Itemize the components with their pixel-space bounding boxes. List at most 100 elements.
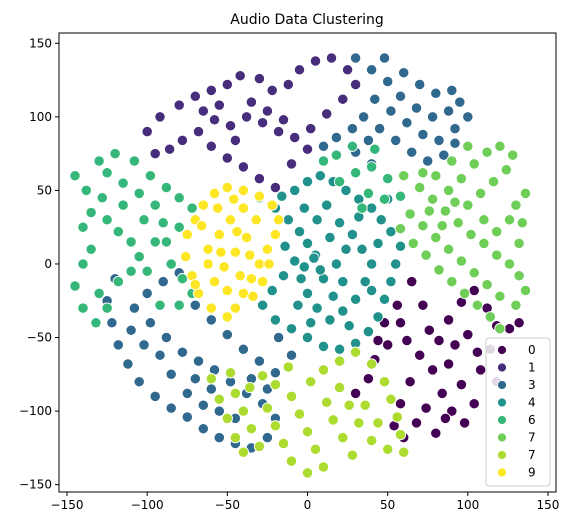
point-series-3-2-8 bbox=[181, 411, 193, 423]
point-series-6-4-27 bbox=[173, 221, 185, 233]
point-series-1-1-3 bbox=[173, 99, 185, 111]
point-series-4-3-52 bbox=[365, 284, 378, 297]
point-series-9-7-40 bbox=[189, 278, 201, 291]
point-series-1-1-26 bbox=[176, 134, 189, 147]
point-series-7-5-8 bbox=[503, 258, 516, 270]
point-series-1-1-15 bbox=[349, 78, 362, 91]
point-series-0-0-5 bbox=[362, 373, 375, 385]
point-series-7-5-4 bbox=[452, 217, 464, 229]
point-series-3-2-75 bbox=[346, 122, 359, 135]
point-series-9-7-35 bbox=[212, 202, 224, 214]
point-series-7-5-52 bbox=[423, 205, 435, 217]
point-series-7-6-23 bbox=[365, 358, 378, 370]
point-series-4-3-46 bbox=[324, 231, 336, 244]
point-series-9-7-26 bbox=[229, 246, 242, 258]
point-series-3-2-22 bbox=[144, 317, 157, 329]
point-series-6-4-34 bbox=[125, 265, 137, 277]
point-series-3-2-52 bbox=[426, 111, 439, 123]
x-tick-label: −150 bbox=[51, 498, 84, 512]
point-series-7-5-16 bbox=[442, 243, 455, 255]
point-series-7-6-3 bbox=[229, 431, 242, 444]
point-series-3-2-67 bbox=[438, 149, 450, 161]
legend: 0 1 3 4 6 7 7 9 bbox=[485, 337, 551, 487]
point-series-3-2-47 bbox=[349, 52, 362, 64]
point-series-6-4-33 bbox=[154, 299, 166, 311]
point-series-7-5-22 bbox=[420, 249, 432, 261]
point-series-3-2-54 bbox=[454, 96, 466, 108]
point-series-1-1-2 bbox=[154, 111, 166, 123]
point-series-4-3-6 bbox=[289, 255, 301, 267]
point-series-6-4-2 bbox=[77, 302, 89, 314]
point-series-3-2-23 bbox=[128, 302, 141, 314]
point-series-1-1-37 bbox=[277, 114, 290, 126]
point-series-7-5-15 bbox=[455, 255, 468, 267]
point-series-9-7-16 bbox=[205, 302, 217, 314]
point-series-6-4-35 bbox=[112, 275, 124, 288]
point-series-3-2-76 bbox=[330, 131, 343, 144]
point-series-4-3-35 bbox=[365, 258, 378, 270]
point-series-9-7-14 bbox=[229, 302, 242, 314]
point-series-7-6-11 bbox=[293, 408, 306, 420]
point-series-3-2-2 bbox=[106, 317, 118, 329]
point-series-6-4-37 bbox=[80, 184, 92, 197]
point-series-3-2-5 bbox=[133, 376, 145, 388]
point-series-9-7-39 bbox=[215, 246, 227, 258]
point-series-4-3-9 bbox=[256, 299, 269, 311]
point-series-7-6-15 bbox=[301, 467, 314, 479]
point-series-7-6-35 bbox=[337, 431, 349, 444]
point-series-9-7-38 bbox=[244, 249, 256, 261]
point-series-6-4-18 bbox=[117, 177, 129, 189]
point-series-9-7-0 bbox=[181, 228, 193, 241]
x-tick-label: 0 bbox=[304, 498, 312, 512]
point-series-3-2-60 bbox=[385, 105, 397, 117]
point-series-3-2-48 bbox=[365, 64, 378, 76]
point-series-1-1-16 bbox=[337, 93, 349, 105]
point-series-6-4-28 bbox=[160, 236, 173, 248]
point-series-9-7-19 bbox=[180, 250, 192, 263]
point-series-4-3-44 bbox=[330, 258, 343, 270]
point-series-7-6-16 bbox=[285, 455, 298, 467]
point-series-1-1-8 bbox=[253, 72, 266, 85]
point-series-7-6-30 bbox=[353, 417, 365, 429]
point-series-7-5-35 bbox=[481, 146, 493, 158]
point-series-3-2-43 bbox=[205, 383, 217, 395]
point-series-1-1-0 bbox=[149, 147, 161, 160]
point-series-9-7-5 bbox=[237, 184, 250, 197]
point-series-7-5-21 bbox=[407, 237, 419, 250]
point-series-1-1-14 bbox=[341, 64, 354, 76]
point-series-7-6-1 bbox=[213, 393, 225, 405]
point-series-3-2-61 bbox=[369, 93, 381, 105]
point-series-3-2-62 bbox=[357, 111, 370, 123]
point-series-7-5-32 bbox=[500, 164, 512, 176]
point-series-9-7-4 bbox=[221, 181, 233, 194]
point-series-3-2-57 bbox=[433, 134, 445, 147]
point-series-6-4-5 bbox=[93, 287, 105, 300]
point-series-7-6-42 bbox=[256, 370, 269, 382]
point-series-4-3-36 bbox=[359, 275, 371, 288]
point-series-7-6-27 bbox=[394, 428, 407, 441]
point-series-6-4-7 bbox=[77, 221, 89, 233]
point-series-1-1-29 bbox=[221, 152, 233, 164]
point-series-3-2-25 bbox=[157, 275, 169, 288]
point-series-0-0-12 bbox=[458, 417, 471, 429]
ticks-layer: −150 −100 −50 0 50 100 150 −150 −100 −50 0 50 100 150 bbox=[19, 36, 559, 512]
point-series-7-5-20 bbox=[394, 223, 407, 235]
point-series-4-3-42 bbox=[295, 273, 307, 285]
point-series-3-2-21 bbox=[160, 331, 173, 344]
point-series-7-6-17 bbox=[277, 437, 290, 450]
point-series-0-0-37 bbox=[391, 299, 403, 311]
point-series-3-2-65 bbox=[406, 146, 418, 158]
point-series-3-2-34 bbox=[272, 331, 285, 344]
point-series-4-3-48 bbox=[321, 199, 333, 211]
point-series-1-1-7 bbox=[234, 70, 246, 82]
legend-marker-1 bbox=[497, 362, 507, 373]
point-series-3-2-69 bbox=[378, 52, 391, 64]
point-series-9-7-27 bbox=[218, 261, 230, 273]
point-series-6-4-1 bbox=[69, 280, 81, 292]
point-series-9-7-37 bbox=[231, 225, 243, 238]
point-series-1-1-4 bbox=[189, 90, 201, 102]
point-series-3-2-33 bbox=[285, 349, 298, 361]
point-series-7-5-26 bbox=[471, 299, 484, 311]
point-series-6-4-24 bbox=[160, 181, 173, 194]
